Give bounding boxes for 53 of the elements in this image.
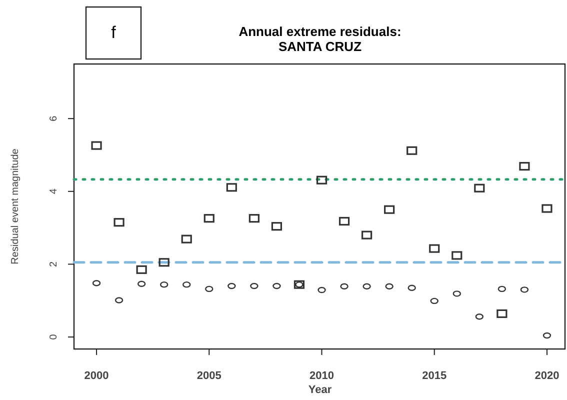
point [429,244,440,253]
point [542,204,552,213]
x-tick-label: 2005 [196,370,222,382]
point [452,290,461,297]
point [250,282,258,290]
y-axis-title: Residual event magnitude [10,148,21,264]
point [496,309,508,318]
point [406,146,418,155]
point [182,281,191,288]
point [475,314,484,320]
point [452,251,462,260]
point [474,184,485,192]
point [205,286,214,292]
text: f [111,23,116,42]
y-tick-label: 2 [48,260,60,267]
point [91,141,102,150]
point [520,286,529,293]
point [408,284,416,291]
y-tick-label: 0 [48,334,60,340]
x-axis-title: Year [308,384,332,396]
y-tick-label: 6 [48,115,60,122]
point [160,281,168,288]
point [519,162,530,171]
point [430,298,438,304]
point [498,286,506,292]
point [384,205,395,214]
point [272,282,281,290]
point [316,176,328,184]
point [318,286,326,294]
point [92,280,101,286]
point [137,280,146,287]
point [158,258,170,267]
point [248,214,260,223]
y-tick-label: 4 [48,188,60,194]
point [114,218,124,227]
chart-title: Annual extreme residuals: SANTA CRUZ [238,24,402,54]
point [228,282,236,290]
point [338,216,350,226]
point [362,283,371,290]
point [340,283,348,290]
point [226,183,237,192]
x-tick-label: 2000 [84,370,109,382]
point [542,332,552,339]
point [271,222,282,231]
x-tick-label: 2020 [534,370,560,382]
x-tick-label: 2015 [422,370,447,382]
x-tick-label: 2010 [310,370,334,382]
point [181,234,192,244]
point [136,265,147,274]
point [204,214,214,223]
point [114,297,124,304]
point [385,283,394,290]
point [362,230,372,240]
